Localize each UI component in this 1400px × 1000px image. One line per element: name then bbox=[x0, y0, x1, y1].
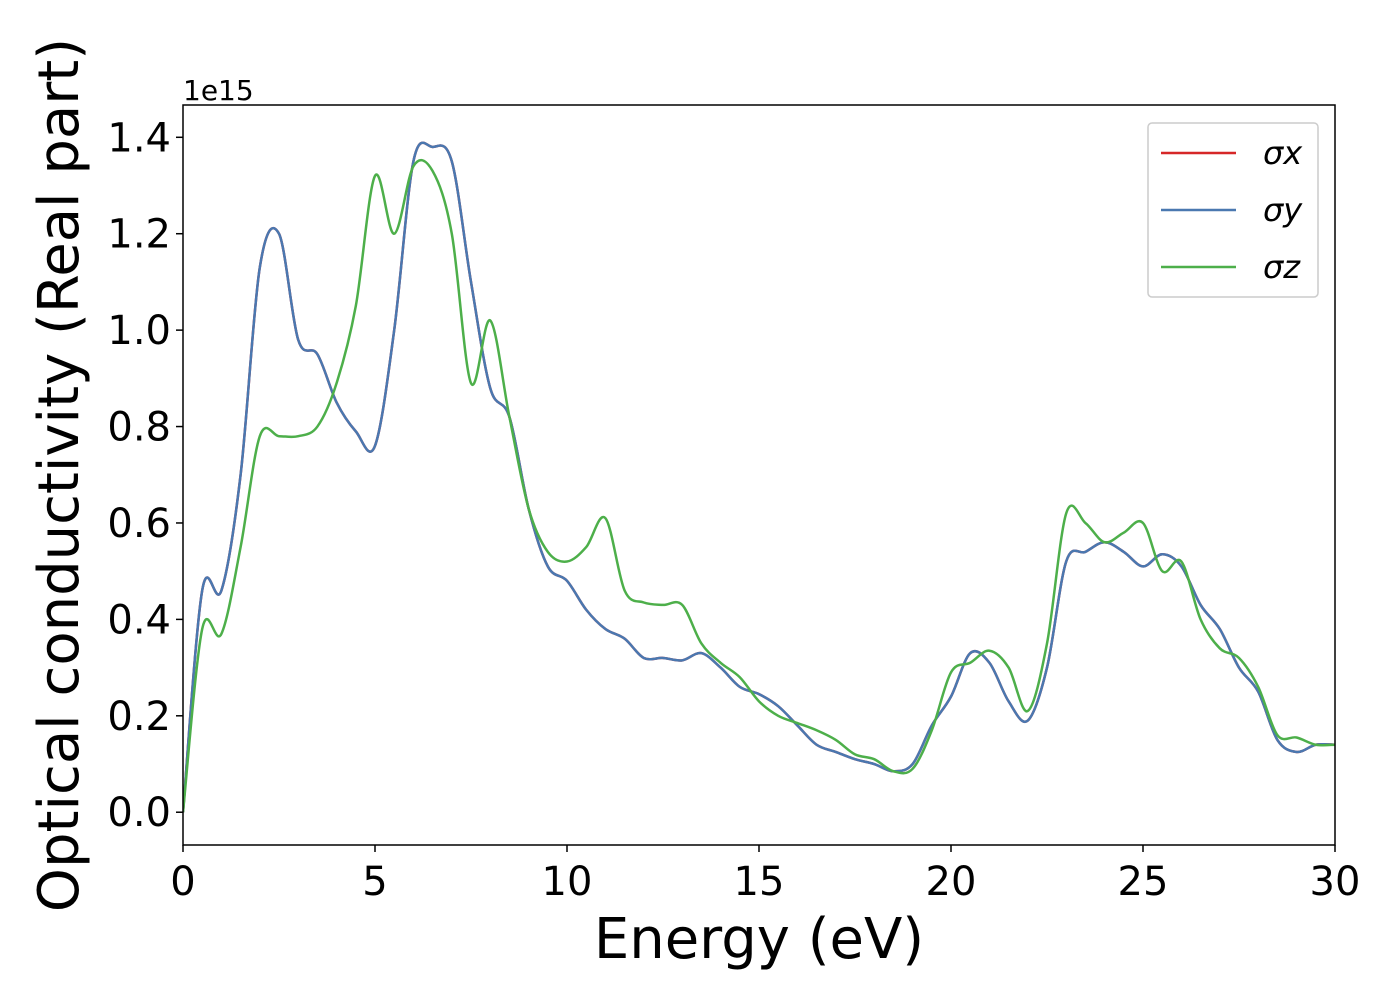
y-tick-label: 1.4 bbox=[107, 115, 171, 161]
y-tick-label: 0.4 bbox=[107, 597, 171, 643]
x-tick-label: 15 bbox=[734, 859, 785, 905]
x-tick-label: 10 bbox=[542, 859, 593, 905]
x-tick-label: 25 bbox=[1118, 859, 1169, 905]
y-axis-label: Optical conductivity (Real part) bbox=[27, 38, 92, 912]
legend-label: σz bbox=[1263, 248, 1301, 286]
y-tick-label: 0.2 bbox=[107, 694, 171, 740]
legend: σx σy σz bbox=[1147, 122, 1319, 298]
y-offset-label: 1e15 bbox=[183, 74, 254, 107]
y-tick-label: 0.8 bbox=[107, 405, 171, 451]
plot-lines bbox=[183, 141, 1335, 813]
legend-label: σx bbox=[1263, 134, 1303, 172]
series-line bbox=[183, 158, 1335, 813]
x-tick-label: 5 bbox=[362, 859, 387, 905]
x-tick-label: 30 bbox=[1310, 859, 1361, 905]
x-tick-label: 20 bbox=[926, 859, 977, 905]
series-line bbox=[183, 141, 1335, 813]
y-tick-label: 1.0 bbox=[107, 308, 171, 354]
x-axis-label: Energy (eV) bbox=[594, 907, 924, 972]
y-tick-label: 0.6 bbox=[107, 501, 171, 547]
y-tick-label: 1.2 bbox=[107, 212, 171, 258]
x-tick-label: 0 bbox=[170, 859, 195, 905]
y-tick-label: 0.0 bbox=[107, 790, 171, 836]
legend-label: σy bbox=[1263, 191, 1303, 229]
